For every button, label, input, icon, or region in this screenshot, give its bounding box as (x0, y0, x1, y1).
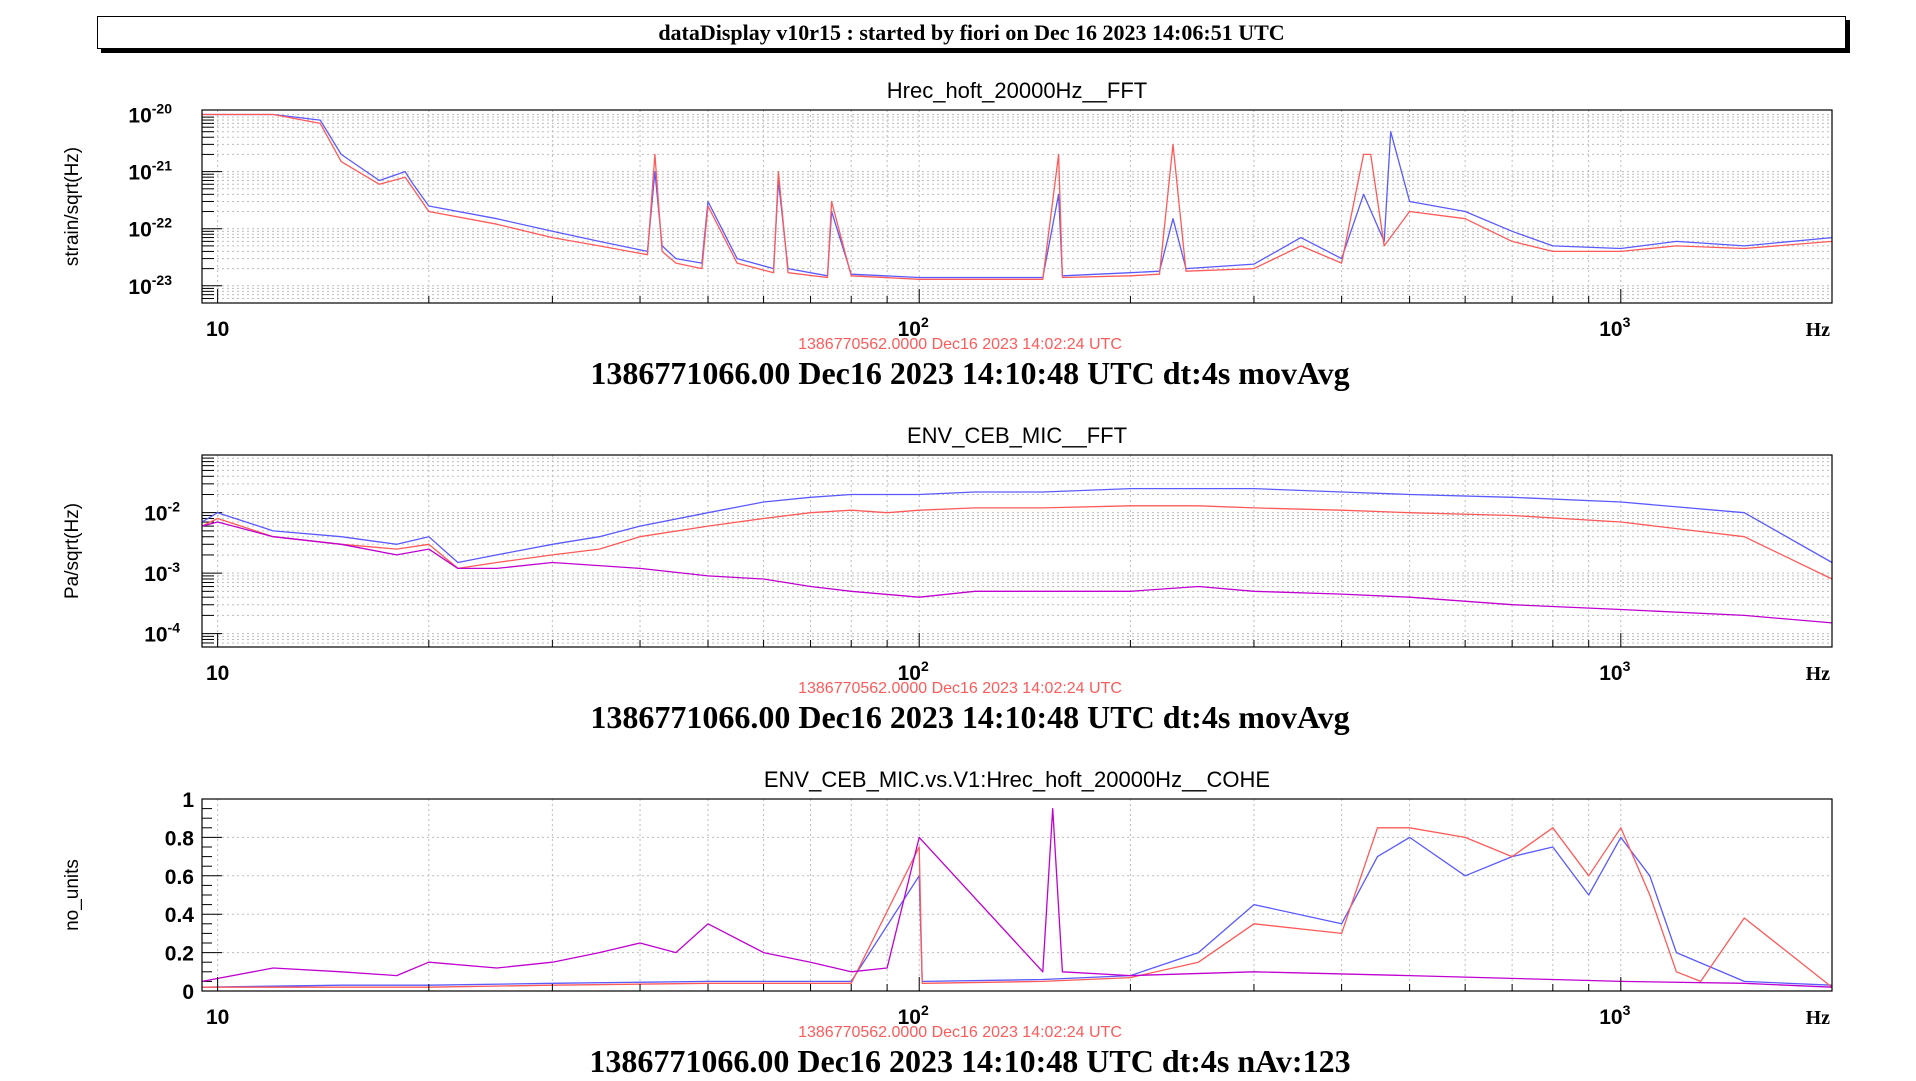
grid-lines (202, 110, 1833, 304)
y-tick-label: 0 (182, 981, 194, 1004)
y-axis-label: strain/sqrt(Hz) (62, 147, 83, 266)
chart-footer: 1386771066.00 Dec16 2023 14:10:48 UTC dt… (590, 699, 1349, 735)
grid-lines (202, 454, 1833, 648)
x-tick-label: 103 (1599, 1002, 1630, 1029)
x-tick-label: 10 (206, 1006, 229, 1029)
y-tick-label: 0.2 (165, 943, 194, 966)
reference-time: 1386770562.0000 Dec16 2023 14:02:24 UTC (798, 1024, 1122, 1041)
y-tick-label: 1 (182, 789, 194, 812)
x-tick-label: 10 (206, 662, 229, 685)
series-line-1 (201, 836, 1833, 988)
y-axis-label: no_units (62, 859, 83, 931)
y-tick-label: 0.4 (165, 904, 195, 927)
y-tick-label: 10-21 (128, 158, 172, 185)
x-unit-label: Hz (1806, 663, 1831, 685)
y-tick-label: 10-2 (144, 499, 180, 526)
header-title: dataDisplay v10r15 : started by fiori on… (658, 19, 1285, 45)
y-tick-label: 10-4 (144, 620, 180, 647)
x-tick-label: 103 (1599, 314, 1630, 341)
series-line-2 (202, 113, 1833, 280)
y-tick-label: 10-20 (128, 101, 172, 128)
y-tick-label: 0.8 (165, 827, 195, 850)
series-line-2 (202, 827, 1833, 988)
series-line-1 (202, 113, 1833, 279)
grid-lines (202, 798, 1833, 992)
plot-frame (201, 109, 1833, 304)
header-box: dataDisplay v10r15 : started by fiori on… (97, 16, 1846, 49)
chart-title: ENV_CEB_MIC.vs.V1:Hrec_hoft_20000Hz__COH… (764, 767, 1270, 792)
chart-panel-3: ENV_CEB_MIC.vs.V1:Hrec_hoft_20000Hz__COH… (62, 767, 1833, 1079)
plot-frame (201, 454, 1833, 648)
y-tick-label: 10-22 (128, 215, 172, 242)
chart-panel-1: Hrec_hoft_20000Hz__FFT strain/sqrt(Hz) 10 1… (62, 78, 1833, 391)
y-tick-label: 10-3 (144, 559, 180, 586)
x-tick-label: 10 (206, 318, 229, 341)
chart-footer: 1386771066.00 Dec16 2023 14:10:48 UTC dt… (589, 1043, 1350, 1079)
y-tick-label: 0.6 (165, 866, 194, 889)
series-line-1 (201, 487, 1833, 564)
chart-title: ENV_CEB_MIC__FFT (907, 423, 1127, 448)
chart-footer: 1386771066.00 Dec16 2023 14:10:48 UTC dt… (590, 355, 1349, 391)
series-line-3 (201, 521, 1833, 624)
reference-time: 1386770562.0000 Dec16 2023 14:02:24 UTC (798, 680, 1122, 697)
x-unit-label: Hz (1806, 1007, 1831, 1029)
x-unit-label: Hz (1806, 319, 1831, 341)
y-axis-label: Pa/sqrt(Hz) (62, 503, 83, 599)
plot-frame (201, 798, 1833, 992)
y-tick-label: 10-23 (128, 272, 172, 299)
series-line-3 (201, 807, 1833, 988)
series-line-2 (201, 505, 1833, 580)
reference-time: 1386770562.0000 Dec16 2023 14:02:24 UTC (798, 336, 1122, 353)
x-tick-label: 103 (1599, 658, 1630, 685)
chart-title: Hrec_hoft_20000Hz__FFT (887, 78, 1147, 103)
